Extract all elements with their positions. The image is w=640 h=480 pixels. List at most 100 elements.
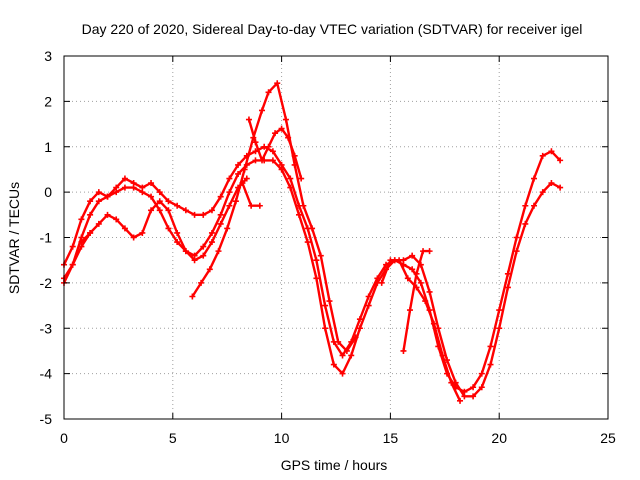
data-point bbox=[113, 189, 120, 196]
y-tick-label: 2 bbox=[44, 93, 52, 109]
data-point bbox=[130, 184, 137, 191]
data-point bbox=[226, 175, 233, 182]
data-point bbox=[461, 393, 468, 400]
data-point bbox=[478, 384, 485, 391]
data-point bbox=[259, 157, 266, 164]
data-point bbox=[235, 161, 242, 168]
data-point bbox=[156, 189, 163, 196]
data-point bbox=[313, 275, 320, 282]
data-point bbox=[309, 225, 316, 232]
x-tick-label: 0 bbox=[60, 430, 68, 446]
data-point bbox=[470, 393, 477, 400]
data-point bbox=[259, 107, 266, 114]
data-point bbox=[148, 207, 155, 214]
data-point bbox=[404, 275, 411, 282]
series-line bbox=[62, 177, 249, 280]
data-point bbox=[87, 211, 94, 218]
data-point bbox=[235, 170, 242, 177]
data-point bbox=[200, 243, 207, 250]
data-point bbox=[217, 211, 224, 218]
data-point bbox=[95, 220, 102, 227]
data-point bbox=[298, 175, 305, 182]
data-point bbox=[387, 257, 394, 264]
data-point bbox=[439, 352, 446, 359]
data-point bbox=[208, 207, 215, 214]
data-point bbox=[400, 347, 407, 354]
data-point bbox=[417, 279, 424, 286]
x-axis: 0 5 10 15 20 25 bbox=[60, 56, 616, 446]
data-point bbox=[413, 284, 420, 291]
data-point bbox=[356, 316, 363, 323]
data-point bbox=[496, 307, 503, 314]
data-point bbox=[165, 207, 172, 214]
data-point bbox=[104, 211, 111, 218]
data-point bbox=[69, 261, 76, 268]
x-tick-label: 5 bbox=[169, 430, 177, 446]
data-point bbox=[365, 293, 372, 300]
data-point bbox=[272, 130, 279, 137]
data-point bbox=[156, 198, 163, 205]
data-point bbox=[326, 298, 333, 305]
series-arc-9 bbox=[378, 257, 464, 404]
data-point bbox=[548, 148, 555, 155]
data-point bbox=[287, 175, 294, 182]
x-tick-label: 25 bbox=[600, 430, 616, 446]
data-point bbox=[557, 157, 564, 164]
data-point bbox=[296, 211, 303, 218]
series-arc-5 bbox=[245, 116, 305, 182]
series-arc-1 bbox=[61, 143, 564, 395]
data-point bbox=[339, 352, 346, 359]
data-point bbox=[322, 302, 329, 309]
data-point bbox=[78, 239, 85, 246]
data-point bbox=[487, 343, 494, 350]
series-line bbox=[191, 81, 357, 353]
data-point bbox=[285, 134, 292, 141]
data-point bbox=[304, 239, 311, 246]
data-point bbox=[322, 325, 329, 332]
data-point bbox=[241, 166, 248, 173]
data-point bbox=[291, 152, 298, 159]
series-arc-3 bbox=[61, 175, 250, 282]
data-point bbox=[232, 198, 239, 205]
data-point bbox=[278, 125, 285, 132]
data-point bbox=[522, 220, 529, 227]
data-point bbox=[87, 198, 94, 205]
data-point bbox=[239, 180, 246, 187]
data-point bbox=[139, 229, 146, 236]
x-tick-label: 15 bbox=[383, 430, 399, 446]
series-line bbox=[80, 231, 92, 244]
data-point bbox=[300, 202, 307, 209]
data-point bbox=[409, 252, 416, 259]
data-point bbox=[513, 248, 520, 255]
data-point bbox=[448, 379, 455, 386]
data-point bbox=[243, 175, 250, 182]
data-point bbox=[504, 284, 511, 291]
data-point bbox=[148, 193, 155, 200]
data-point bbox=[548, 180, 555, 187]
data-point bbox=[406, 307, 413, 314]
y-tick-label: -3 bbox=[40, 320, 53, 336]
data-point bbox=[182, 207, 189, 214]
series-line bbox=[62, 145, 562, 393]
data-point bbox=[282, 116, 289, 123]
data-point bbox=[206, 266, 213, 273]
series-arc-8 bbox=[400, 248, 433, 354]
data-point bbox=[470, 384, 477, 391]
data-point bbox=[313, 257, 320, 264]
data-point bbox=[430, 320, 437, 327]
data-point bbox=[426, 248, 433, 255]
data-point bbox=[104, 193, 111, 200]
data-point bbox=[69, 243, 76, 250]
y-tick-label: -4 bbox=[40, 366, 53, 382]
data-point bbox=[95, 198, 102, 205]
data-point bbox=[252, 139, 259, 146]
data-point bbox=[189, 293, 196, 300]
y-axis-label: SDTVAR / TECUs bbox=[6, 182, 22, 294]
data-point bbox=[513, 234, 520, 241]
x-tick-label: 20 bbox=[491, 430, 507, 446]
data-point bbox=[87, 229, 94, 236]
data-point bbox=[208, 239, 215, 246]
data-point bbox=[396, 257, 403, 264]
data-point bbox=[365, 302, 372, 309]
data-point bbox=[557, 184, 564, 191]
